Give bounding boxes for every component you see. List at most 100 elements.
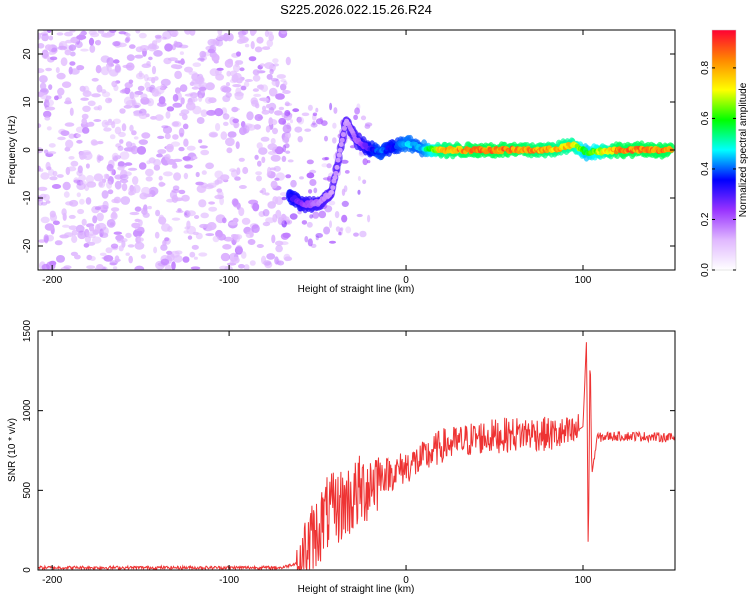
signal-track-core <box>339 137 345 143</box>
spectrogram-noise-blob <box>270 154 281 162</box>
spectrogram-noise-blob <box>266 73 273 80</box>
spectrogram-noise-blob <box>183 230 189 234</box>
spectrogram-noise-blob <box>209 132 218 138</box>
spectrogram-noise-blob <box>282 232 291 238</box>
spectrogram-noise-blob <box>182 156 192 161</box>
y-tick-label: 0 <box>22 147 33 153</box>
spectrogram-noise-blob <box>192 231 199 236</box>
spectrogram-noise-blob <box>287 159 294 163</box>
spectrogram-noise-blob <box>223 32 229 42</box>
y-tick-label: 0 <box>22 567 33 573</box>
spectrogram-noise-blob <box>117 145 124 151</box>
spectrogram-noise-blob <box>45 200 51 204</box>
spectrogram-noise-blob <box>254 46 263 53</box>
spectrogram-noise-blob <box>304 128 312 132</box>
spectrogram-noise-blob <box>178 146 185 152</box>
spectrogram-noise-blob <box>94 206 102 210</box>
spectrogram-noise-blob <box>236 167 241 175</box>
spectrogram-noise-blob <box>217 30 223 36</box>
spectrogram-noise-blob <box>184 30 192 35</box>
spectrogram-noise-blob <box>56 174 64 178</box>
x-tick-label: -100 <box>219 575 239 586</box>
spectrogram-noise-blob <box>128 167 138 171</box>
spectrogram-noise-blob <box>315 118 324 125</box>
spectrogram-noise-blob <box>166 106 175 112</box>
spectrogram-noise-blob <box>222 113 230 120</box>
spectrogram-noise-blob <box>301 220 308 225</box>
spectrogram-noise-blob <box>269 68 274 75</box>
spectrogram-noise-blob <box>278 117 287 125</box>
spectrogram-noise-blob <box>236 51 241 57</box>
spectrogram-noise-blob <box>285 150 291 154</box>
spectrogram-noise-blob <box>40 92 48 100</box>
spectrogram-noise-blob <box>64 31 73 37</box>
spectrogram-noise-blob <box>290 179 297 188</box>
spectrogram-noise-blob <box>264 30 270 37</box>
spectrogram-noise-blob <box>127 146 136 153</box>
spectrogram-noise-blob <box>198 199 207 208</box>
spectrogram-noise-blob <box>49 176 58 181</box>
spectrogram-noise-blob <box>63 265 72 270</box>
spectrogram-noise-blob <box>281 112 289 119</box>
spectrogram-noise-blob <box>147 205 152 210</box>
spectrogram-noise-blob <box>89 44 96 53</box>
spectrogram-y-ticks: -20 -10 0 10 20 <box>22 48 675 253</box>
spectrogram-noise-blob <box>235 244 243 254</box>
spectrogram-noise-blob <box>272 63 279 67</box>
spectrogram-noise-blob <box>112 118 121 125</box>
spectrogram-noise-blob <box>60 130 70 137</box>
spectrogram-noise-blob <box>243 264 250 270</box>
spectrogram-noise-blob <box>153 164 161 171</box>
spectrogram-noise-blob <box>261 255 267 265</box>
spectrogram-noise-blob <box>75 40 83 49</box>
spectrogram-noise-blob <box>57 136 66 141</box>
spectrogram-noise-blob <box>252 74 261 82</box>
spectrogram-noise-blob <box>357 189 361 195</box>
spectrogram-noise-blob <box>184 93 193 97</box>
spectrogram-noise-blob <box>81 113 89 120</box>
spectrogram-noise-blob <box>256 84 264 90</box>
spectrogram-noise-blob <box>119 174 129 181</box>
spectrogram-noise-blob <box>111 80 118 88</box>
spectrogram-noise-blob <box>256 36 264 44</box>
spectrogram-noise-blob <box>70 68 80 75</box>
spectrogram-noise-blob <box>186 210 196 217</box>
spectrogram-noise-blob <box>111 211 117 219</box>
spectrogram-noise-blob <box>339 227 344 231</box>
spectrogram-noise-blob <box>265 217 275 224</box>
snr-frame <box>37 330 676 571</box>
spectrogram-x-ticks: -200 -100 0 100 <box>42 30 592 286</box>
spectrogram-noise-blob <box>364 122 373 127</box>
spectrogram-noise-blob <box>250 41 255 50</box>
spectrogram-noise-blob <box>191 244 199 250</box>
signal-track-core <box>335 157 341 163</box>
spectrogram-noise-blob <box>157 135 165 139</box>
spectrogram-noise-blob <box>71 235 78 243</box>
spectrogram-noise-blob <box>214 194 225 200</box>
spectrogram-noise-blob <box>282 124 292 134</box>
spectrogram-noise-blob <box>282 90 291 94</box>
spectrogram-noise-blob <box>148 56 153 61</box>
spectrogram-noise-blob <box>246 111 254 121</box>
spectrogram-noise-blob <box>226 147 233 154</box>
spectrogram-noise-blob <box>140 254 146 259</box>
spectrogram-noise-blob <box>145 176 153 182</box>
spectrogram-noise-blob <box>164 43 173 52</box>
spectrogram-noise-blob <box>235 78 243 84</box>
spectrogram-noise-blob <box>76 34 87 40</box>
spectrogram-noise-blob <box>273 165 281 172</box>
spectrogram-noise-blob <box>169 30 179 37</box>
spectrogram-noise-blob <box>138 162 147 170</box>
x-tick-label: 100 <box>575 275 592 286</box>
spectrogram-noise-blob <box>234 234 241 243</box>
spectrogram-noise-blob <box>255 171 262 176</box>
spectrogram-noise-blob <box>340 159 349 164</box>
spectrogram-noise-blob <box>265 125 271 133</box>
spectrogram-noise-blob <box>47 151 57 155</box>
spectrogram-noise-blob <box>328 200 336 206</box>
spectrogram-noise-blob <box>192 62 202 67</box>
colorbar: 0.0 0.2 0.4 0.6 0.8 Normalized spectral ampl… <box>700 29 749 277</box>
spectrogram-noise-blob <box>139 192 148 200</box>
spectrogram-noise-blob <box>205 82 215 91</box>
spectrogram-noise-blob <box>146 61 151 66</box>
